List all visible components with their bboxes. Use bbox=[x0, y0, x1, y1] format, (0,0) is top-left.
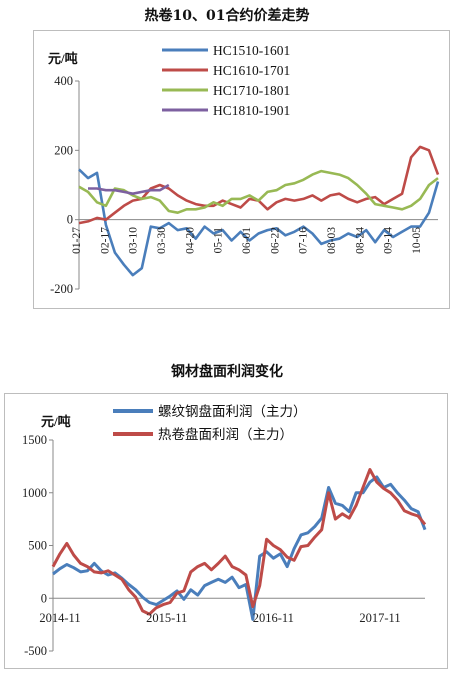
y-tick-label: -200 bbox=[50, 282, 73, 296]
x-tick-label: 01-27 bbox=[71, 227, 83, 254]
y-axis-unit-label: 元/吨 bbox=[41, 414, 71, 429]
x-tick-label: 05-11 bbox=[213, 227, 225, 254]
x-tick-label: 09-14 bbox=[383, 227, 395, 254]
x-tick-label: 06-22 bbox=[269, 227, 281, 254]
x-tick-label: 2015-11 bbox=[146, 611, 187, 625]
series-line-0 bbox=[52, 475, 427, 621]
series-line-3 bbox=[88, 183, 170, 195]
x-tick-label: 2016-11 bbox=[253, 611, 294, 625]
chart1-panel: -200 0 200 400 元/吨 01-27 02-17 03-10 03-30 04-20 0… bbox=[33, 30, 450, 309]
chart2-panel: -500 0 500 1000 1500 元/吨 2014-11 2015-11 2016-11… bbox=[4, 393, 448, 669]
x-tick-label: 03-10 bbox=[128, 227, 140, 254]
x-tick-label: 07-16 bbox=[298, 227, 310, 254]
x-tick-label: 02-17 bbox=[99, 227, 111, 254]
x-tick-label: 2017-11 bbox=[359, 611, 400, 625]
y-tick-label: 200 bbox=[54, 143, 73, 157]
x-tick-label: 06-01 bbox=[241, 227, 253, 254]
y-axis-unit-label: 元/吨 bbox=[48, 51, 78, 66]
series-line-2 bbox=[78, 169, 439, 214]
series-line-0 bbox=[78, 168, 440, 277]
legend-label-2: HC1710-1801 bbox=[213, 83, 290, 98]
x-tick-label: 08-03 bbox=[326, 227, 338, 254]
legend-label-1: HC1610-1701 bbox=[213, 63, 290, 78]
chart1-svg: -200 0 200 400 元/吨 01-27 02-17 03-10 03-30 04-20 0… bbox=[48, 43, 440, 296]
y-tick-label: -500 bbox=[24, 644, 47, 658]
series-line-1 bbox=[51, 468, 427, 616]
y-tick-label: 0 bbox=[41, 591, 47, 605]
y-tick-label: 400 bbox=[54, 74, 73, 88]
chart1-title: 热卷10、01合约价差走势 bbox=[144, 8, 310, 24]
y-tick-label: 500 bbox=[28, 539, 47, 553]
y-tick-label: 0 bbox=[67, 213, 73, 227]
x-tick-label: 03-30 bbox=[156, 227, 168, 254]
x-tick-label: 10-05 bbox=[411, 227, 423, 254]
y-tick-label: 1000 bbox=[22, 486, 47, 500]
legend-label-0: HC1510-1601 bbox=[213, 43, 290, 58]
x-tick-label: 08-24 bbox=[354, 227, 366, 254]
series-line-1 bbox=[78, 145, 440, 225]
y-tick-label: 1500 bbox=[22, 433, 47, 447]
legend-label-1: 热卷盘面利润（主力） bbox=[158, 426, 293, 442]
chart2-title: 钢材盘面利润变化 bbox=[171, 364, 283, 380]
chart2-svg: -500 0 500 1000 1500 元/吨 2014-11 2015-11 2016-11… bbox=[22, 403, 427, 658]
x-tick-label: 2014-11 bbox=[39, 611, 80, 625]
x-tick-label: 04-20 bbox=[184, 227, 196, 254]
legend-label-0: 螺纹钢盘面利润（主力） bbox=[158, 403, 307, 419]
legend-label-3: HC1810-1901 bbox=[213, 103, 290, 118]
